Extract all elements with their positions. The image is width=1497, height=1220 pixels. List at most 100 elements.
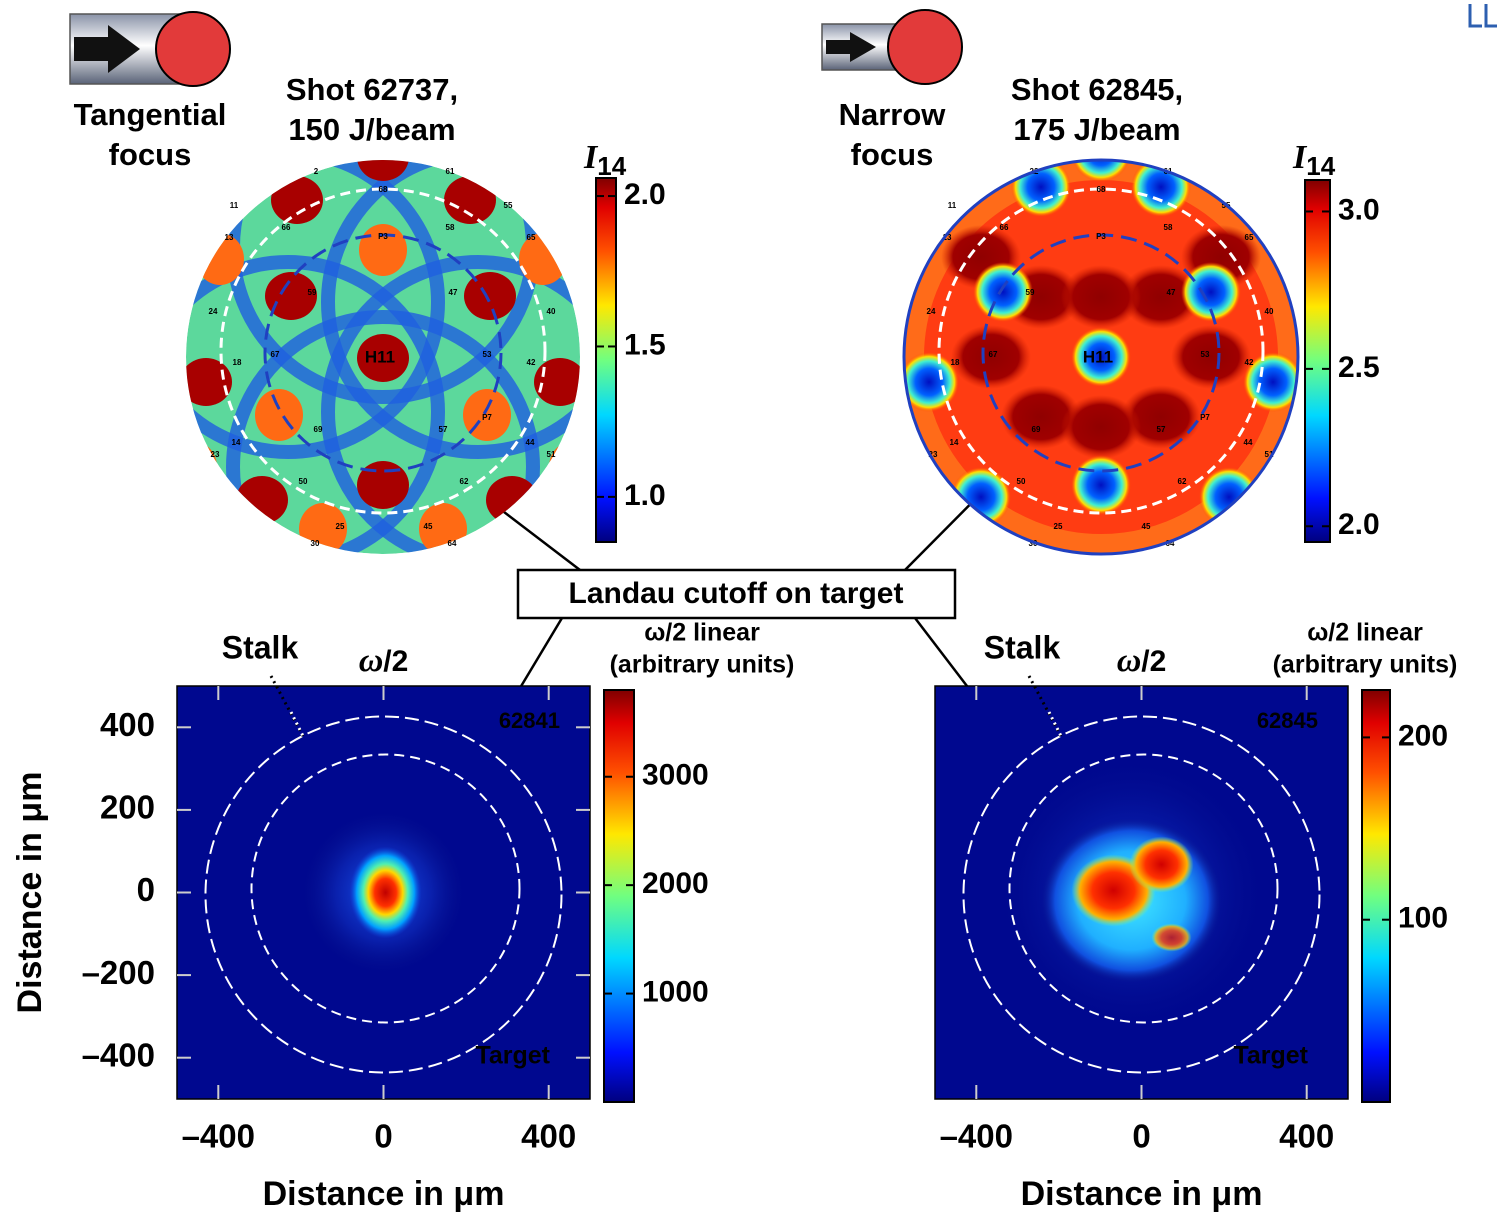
port-label: 65 (1245, 233, 1254, 242)
x-tick-label: 0 (1132, 1118, 1150, 1155)
shot-label: 150 J/beam (288, 112, 455, 147)
port-label: 23 (211, 450, 220, 459)
port-label: 53 (1201, 350, 1210, 359)
port-label: 53 (483, 350, 492, 359)
port-label: 57 (1157, 425, 1166, 434)
port-label: 47 (1167, 288, 1176, 297)
colorbar-tick-label: 2.5 (1338, 351, 1380, 384)
hot-spot (180, 358, 232, 406)
cold-spot (1071, 455, 1131, 515)
colorbar-tick-label: 1.5 (624, 328, 666, 361)
colorbar-tick-label: 1.0 (624, 479, 666, 512)
heatmap (177, 686, 590, 1099)
colorbar-subscript: 14 (1306, 151, 1335, 181)
y-tick-label: –400 (82, 1036, 155, 1073)
port-label: 59 (1026, 288, 1035, 297)
colorbar (1362, 690, 1390, 1102)
x-tick-label: 0 (374, 1118, 392, 1155)
port-label: P7 (482, 413, 492, 422)
port-label: 18 (233, 358, 242, 367)
port-label: 67 (271, 350, 280, 359)
cold-spot (951, 467, 1011, 527)
intensity-blob (350, 847, 422, 939)
port-label: 40 (547, 307, 556, 316)
colorbar-tick-label: 2.0 (1338, 508, 1380, 541)
y-tick-label: 200 (100, 789, 155, 826)
x-axis-title: Distance in μm (1021, 1175, 1263, 1213)
stalk-label: Stalk (222, 629, 299, 665)
hot-spot (444, 176, 496, 224)
colorbar (596, 178, 616, 542)
hot-spot (1171, 325, 1251, 389)
panel-title: ω/2 (359, 642, 409, 679)
cold-spot (973, 262, 1033, 322)
shot-label: 175 J/beam (1013, 112, 1180, 147)
port-label: H11 (365, 347, 395, 366)
port-label: H11 (1083, 347, 1113, 366)
colorbar-label: ω/2 linear (644, 619, 760, 647)
port-label: 11 (230, 201, 239, 210)
colorbar-tick-label: 2.0 (624, 178, 666, 211)
port-label: P7 (1200, 413, 1210, 422)
port-label: 42 (527, 358, 536, 367)
port-label: 67 (989, 350, 998, 359)
x-axis-title: Distance in μm (263, 1175, 505, 1213)
annotation: Landau cutoff on target (569, 577, 904, 610)
port-label: 64 (448, 539, 457, 548)
port-label: 51 (547, 450, 556, 459)
port-label: 42 (1245, 358, 1254, 367)
colorbar-tick-label: 200 (1398, 719, 1448, 752)
port-label: 24 (927, 307, 936, 316)
cold-spot (1131, 157, 1191, 217)
warm-spot (169, 441, 217, 493)
x-tick-label: –400 (940, 1118, 1013, 1155)
focus-label: Tangential (74, 97, 227, 132)
colorbar-label: ω/2 linear (1307, 619, 1423, 647)
port-label: 24 (209, 307, 218, 316)
hot-spot (1061, 265, 1141, 329)
port-label: 44 (1244, 438, 1253, 447)
port-label: 61 (446, 167, 455, 176)
y-tick-label: –200 (82, 954, 155, 991)
colorbar (1305, 180, 1330, 542)
port-label: 13 (225, 233, 234, 242)
title-symbol: ω (359, 642, 384, 679)
port-label: 65 (527, 233, 536, 242)
port-label: 69 (314, 425, 323, 434)
hot-spot (236, 476, 288, 524)
port-label: 57 (439, 425, 448, 434)
stalk-label: Stalk (984, 629, 1061, 665)
port-label: 14 (232, 438, 241, 447)
port-label: 58 (1164, 223, 1173, 232)
x-tick-label: 400 (521, 1118, 576, 1155)
intensity-blob (1130, 837, 1194, 893)
shot-label: 62845 (1257, 708, 1318, 733)
focus-label: Narrow (839, 97, 947, 132)
colorbar-label: (arbitrary units) (1273, 651, 1458, 679)
hot-spot (1061, 395, 1141, 459)
shot-label: Shot 62737, (286, 72, 458, 107)
cold-spot (1011, 157, 1071, 217)
x-tick-label: –400 (182, 1118, 255, 1155)
shot-label: Shot 62845, (1011, 72, 1183, 107)
target-label: Target (475, 1042, 550, 1070)
port-label: 50 (1017, 477, 1026, 486)
port-label: 45 (1142, 522, 1151, 531)
panel-title: ω/2 (1117, 642, 1167, 679)
shot-label: 62841 (499, 708, 560, 733)
port-label: 44 (526, 438, 535, 447)
colorbar (604, 690, 634, 1102)
warm-spot (196, 233, 244, 285)
port-label: 40 (1265, 307, 1274, 316)
port-label: 69 (1032, 425, 1041, 434)
title-rest: /2 (1141, 645, 1166, 678)
hot-spot (464, 272, 516, 320)
body: Landau cutoff on target TangentialfocusS… (0, 0, 1497, 1220)
port-label: 58 (446, 223, 455, 232)
port-label: 25 (1054, 522, 1063, 531)
target-label: Target (1233, 1042, 1308, 1070)
port-label: 68 (1097, 185, 1106, 194)
title-rest: /2 (383, 645, 408, 678)
figure: Landau cutoff on target TangentialfocusS… (0, 0, 1497, 1220)
colorbar-label: I14 (1292, 139, 1336, 181)
